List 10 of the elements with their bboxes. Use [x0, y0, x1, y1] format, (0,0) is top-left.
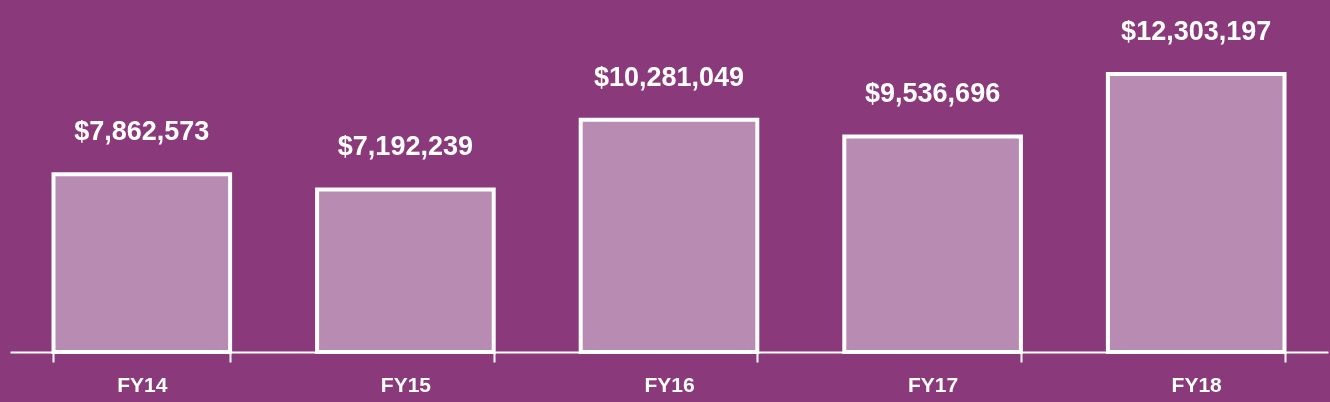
data-label: $7,192,239: [337, 131, 473, 162]
x-tick-label: FY16: [644, 372, 695, 396]
data-label: $12,303,197: [1121, 15, 1272, 46]
data-label: $7,862,573: [74, 116, 210, 147]
x-tick-label: FY17: [908, 372, 959, 396]
x-tick-label: FY15: [380, 372, 432, 396]
data-label: $10,281,049: [593, 61, 745, 92]
x-tick-label: FY14: [117, 372, 168, 396]
x-tick-label: FY18: [1171, 372, 1223, 396]
data-label: $9,536,696: [865, 78, 1001, 109]
